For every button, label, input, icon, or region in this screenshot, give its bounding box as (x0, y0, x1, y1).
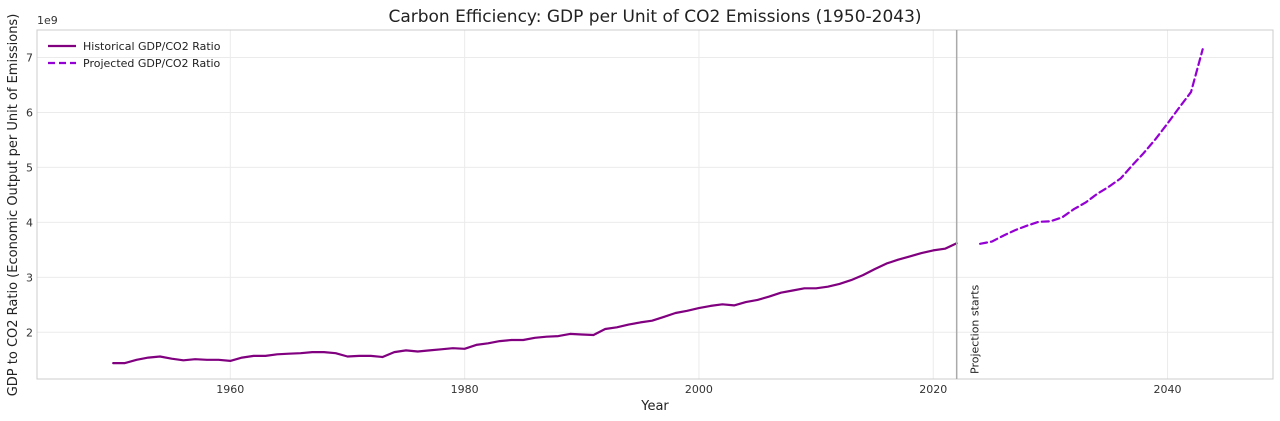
x-axis-label: Year (640, 399, 669, 414)
y-axis-label: GDP to CO2 Ratio (Economic Output per Un… (6, 14, 21, 397)
y-offset-label: 1e9 (37, 14, 58, 27)
projected-series-line (978, 48, 1204, 245)
chart-title: Carbon Efficiency: GDP per Unit of CO2 E… (388, 7, 921, 27)
plot-frame (36, 29, 1274, 380)
y-tick-label: 3 (26, 271, 33, 284)
series-layer (112, 48, 1204, 365)
x-tick-label: 1980 (451, 383, 479, 396)
y-tick-label: 4 (26, 216, 33, 229)
y-tick-label: 6 (26, 106, 33, 119)
legend: Historical GDP/CO2 Ratio Projected GDP/C… (48, 40, 221, 70)
y-tick-label: 5 (26, 161, 33, 174)
x-tick-label: 2000 (685, 383, 713, 396)
historical-series-line (112, 242, 958, 365)
x-tick-label: 1960 (216, 383, 244, 396)
plot-background (37, 30, 1273, 379)
projection-start-annotation: Projection starts (969, 284, 982, 374)
y-tick-label: 2 (26, 326, 33, 339)
legend-label-projected: Projected GDP/CO2 Ratio (83, 57, 221, 70)
y-tick-label: 7 (26, 51, 33, 64)
legend-label-historical: Historical GDP/CO2 Ratio (83, 40, 221, 53)
x-tick-label: 2040 (1154, 383, 1182, 396)
grid (37, 30, 1273, 379)
ticks: 1960 1980 2000 2020 2040 2 3 4 5 6 7 (26, 51, 1182, 396)
x-tick-label: 2020 (919, 383, 947, 396)
